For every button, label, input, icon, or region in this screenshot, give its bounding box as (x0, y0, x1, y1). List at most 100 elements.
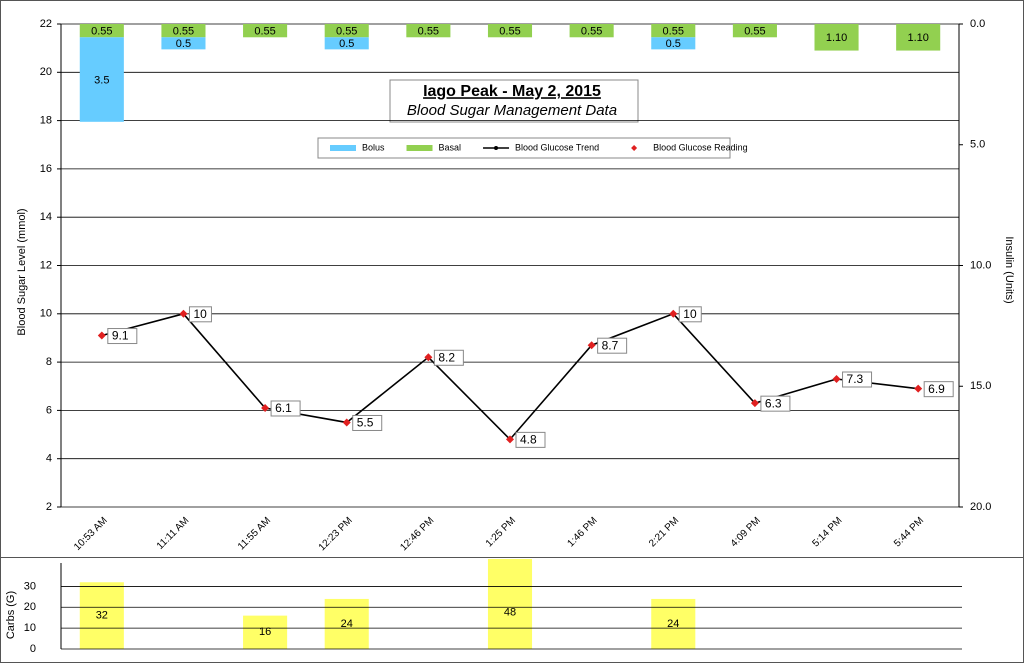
carbs-tick-label: 20 (24, 601, 36, 613)
insulin-bar (569, 24, 614, 38)
bar-label: 0.55 (254, 26, 275, 38)
carbs-bar (79, 582, 124, 649)
legend-swatch (330, 145, 356, 151)
bar-label: 16 (259, 626, 271, 638)
y2-tick-label: 20.0 (970, 501, 991, 513)
bar-label: 0.5 (176, 38, 191, 50)
reading-marker (179, 309, 188, 318)
reading-marker (669, 309, 678, 318)
carbs-axis-label: Carbs (G) (5, 591, 17, 639)
bar-label: 0.55 (336, 26, 357, 38)
y2-tick-label: 5.0 (970, 139, 985, 151)
reading-marker (342, 418, 351, 427)
data-label: 4.8 (520, 433, 537, 447)
insulin-bar (79, 24, 124, 38)
insulin-bar (896, 24, 941, 51)
label-box (433, 349, 464, 366)
insulin-bar (324, 24, 369, 38)
bar-label: 0.55 (744, 26, 765, 38)
insulin-bar (161, 24, 206, 38)
bar-label: 0.5 (339, 38, 354, 50)
reading-marker (424, 353, 433, 362)
legend (317, 137, 731, 159)
bar-label: 0.55 (499, 26, 520, 38)
legend-label: Bolus (362, 142, 385, 152)
label-box (678, 306, 702, 323)
y-tick-label: 14 (40, 211, 52, 223)
reading-marker (506, 435, 514, 444)
bar-label: 3.5 (94, 74, 109, 86)
label-box (597, 337, 628, 354)
reading-marker (750, 399, 759, 408)
y2-tick-label: 10.0 (970, 259, 991, 271)
y-tick-label: 6 (46, 404, 52, 416)
bar-label: 0.55 (581, 26, 602, 38)
label-box (107, 328, 138, 345)
carbs-tick-label: 0 (30, 643, 36, 655)
label-box (760, 395, 791, 412)
label-box (515, 431, 546, 448)
bar-label: 1.10 (826, 32, 847, 44)
reading-marker (97, 331, 106, 340)
legend-swatch (406, 145, 433, 151)
y-axis-label: Blood Sugar Level (mmol) (16, 208, 28, 335)
bar-label: 0.55 (91, 26, 112, 38)
y2-axis-label: Insulin (Units) (1003, 236, 1015, 303)
y2-tick-label: 15.0 (970, 380, 991, 392)
label-box (842, 371, 873, 388)
label-box (352, 414, 383, 431)
y-tick-label: 16 (40, 163, 52, 175)
insulin-bar (732, 24, 777, 38)
y-tick-label: 12 (40, 259, 52, 271)
y-tick-label: 2 (46, 501, 52, 513)
insulin-bar (324, 37, 369, 50)
bar-label: 24 (667, 618, 679, 630)
data-label: 10 (193, 307, 207, 321)
label-box (270, 400, 301, 417)
carbs-bar (487, 559, 533, 649)
y-tick-label: 20 (40, 66, 52, 78)
label-box (923, 381, 954, 398)
insulin-bar (487, 24, 533, 38)
y-tick-label: 22 (40, 18, 52, 30)
carbs-tick-label: 30 (24, 580, 36, 592)
chart-subtitle: Blood Sugar Management Data (407, 102, 617, 119)
reading-marker (261, 403, 270, 412)
y-tick-label: 18 (40, 115, 52, 127)
data-label: 10 (683, 307, 697, 321)
data-label: 5.5 (357, 416, 374, 430)
legend-label: Blood Glucose Trend (515, 142, 599, 152)
y2-tick-label: 0.0 (970, 18, 985, 30)
bar-label: 0.55 (418, 26, 439, 38)
legend-label: Basal (439, 142, 462, 152)
data-label: 6.1 (275, 401, 292, 415)
carbs-bar (243, 615, 288, 649)
data-label: 6.3 (765, 396, 782, 410)
data-label: 7.3 (847, 372, 864, 386)
insulin-bar (406, 24, 451, 38)
label-box (188, 306, 212, 323)
y-tick-label: 10 (40, 308, 52, 320)
reading-marker (587, 341, 596, 350)
reading-marker (914, 384, 923, 393)
title-box (389, 79, 639, 123)
bar-label: 0.55 (173, 26, 194, 38)
data-label: 6.9 (928, 382, 945, 396)
insulin-bar (814, 24, 859, 51)
insulin-bar (651, 24, 696, 38)
bar-label: 1.10 (907, 32, 928, 44)
chart-title: Iago Peak - May 2, 2015 (423, 83, 601, 100)
insulin-bar (161, 37, 206, 50)
legend-swatch (494, 146, 499, 150)
y-tick-label: 4 (46, 453, 52, 465)
insulin-bar (243, 24, 288, 38)
data-label: 8.7 (602, 338, 619, 352)
bar-label: 0.5 (666, 38, 681, 50)
legend-swatch (631, 145, 638, 151)
insulin-bar (651, 37, 696, 50)
carbs-tick-label: 10 (24, 622, 36, 634)
data-label: 9.1 (112, 329, 129, 343)
bar-label: 32 (96, 610, 108, 622)
